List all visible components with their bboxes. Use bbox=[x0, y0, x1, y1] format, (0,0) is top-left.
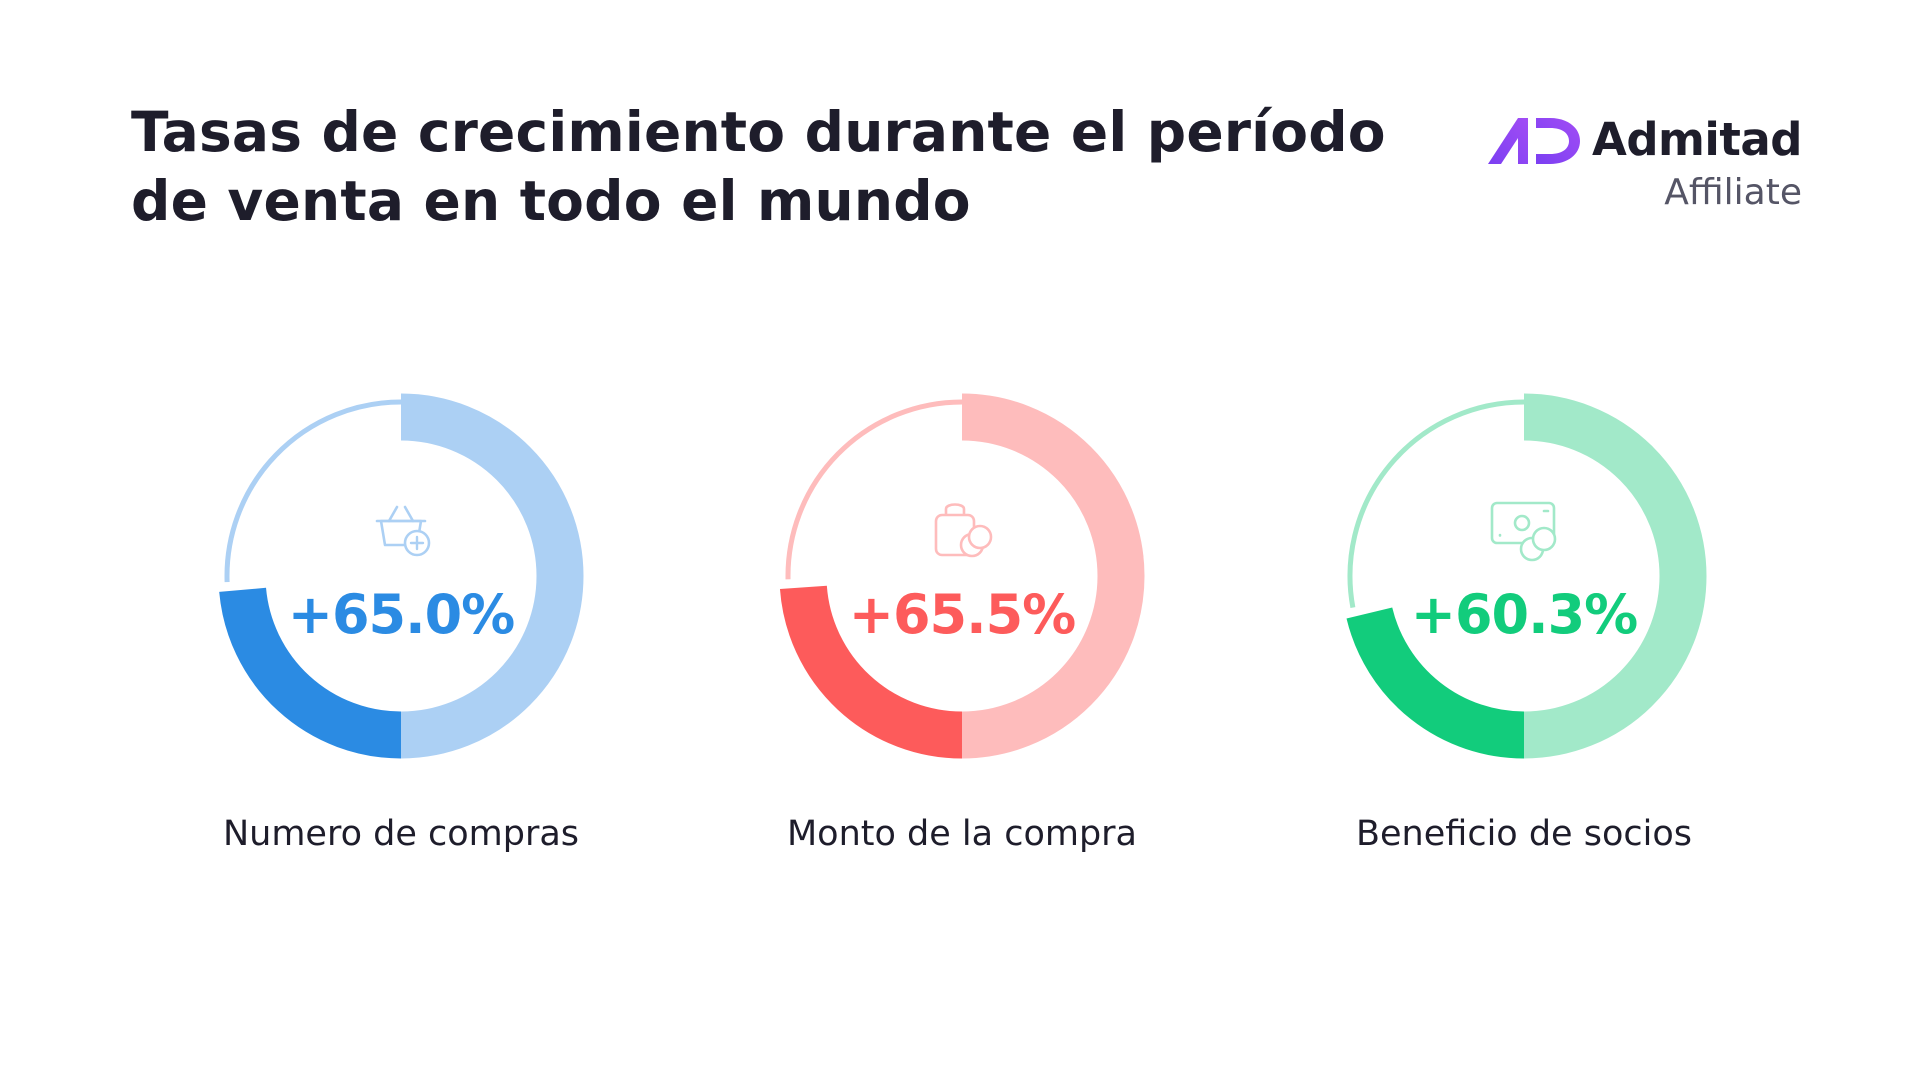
donut-value-label: +65.0% bbox=[287, 583, 516, 646]
donut-category-label: Numero de compras bbox=[222, 814, 580, 854]
donut-chart-3 bbox=[1346, 393, 1707, 759]
page-title-line-1: Tasas de crecimiento durante el período bbox=[131, 100, 1386, 164]
page-title-line-2: de venta en todo el mundo bbox=[131, 169, 971, 233]
brand-subtitle: Affiliate bbox=[1664, 172, 1802, 213]
donut-chart-2 bbox=[779, 393, 1145, 759]
donut-segment-light bbox=[1523, 393, 1707, 759]
brand-logo-block: Admitad Affiliate bbox=[1484, 108, 1804, 218]
donut-track bbox=[785, 399, 963, 580]
cash-coins-icon bbox=[1490, 501, 1557, 562]
donut-category-label: Beneficio de socios bbox=[1356, 814, 1692, 854]
admitad-logo-icon bbox=[1488, 118, 1580, 164]
brand-name: Admitad bbox=[1592, 113, 1802, 166]
donut-segment-value bbox=[219, 587, 402, 759]
donut-segment-value bbox=[1346, 607, 1525, 759]
donut-segment-light bbox=[400, 393, 584, 759]
basket-icon bbox=[375, 505, 431, 557]
page-title: Tasas de crecimiento durante el período … bbox=[131, 98, 1386, 236]
donut-track bbox=[224, 399, 402, 583]
donut-track bbox=[1347, 399, 1525, 609]
shopping-bag-coins-icon bbox=[934, 503, 993, 558]
donut-chart-1 bbox=[219, 393, 584, 759]
donut-value-label: +60.3% bbox=[1410, 583, 1639, 646]
donut-segment-light bbox=[961, 393, 1145, 759]
donut-segment-value bbox=[779, 585, 963, 759]
donut-category-label: Monto de la compra bbox=[786, 814, 1138, 854]
donut-value-label: +65.5% bbox=[848, 583, 1077, 646]
